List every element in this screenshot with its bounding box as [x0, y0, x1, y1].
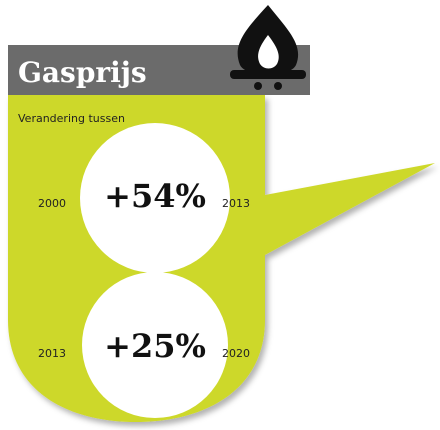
- change: +54%: [104, 177, 206, 215]
- year-to: 2020: [222, 347, 250, 360]
- circle: [82, 272, 228, 418]
- flame-icon: [230, 5, 306, 90]
- year-from: 2013: [38, 347, 66, 360]
- year-from: 2000: [38, 197, 66, 210]
- circle: [80, 123, 230, 273]
- change: +25%: [104, 327, 206, 365]
- year-to: 2013: [222, 197, 250, 210]
- subtitle: Verandering tussen: [18, 112, 125, 125]
- title: Gasprijs: [18, 56, 147, 89]
